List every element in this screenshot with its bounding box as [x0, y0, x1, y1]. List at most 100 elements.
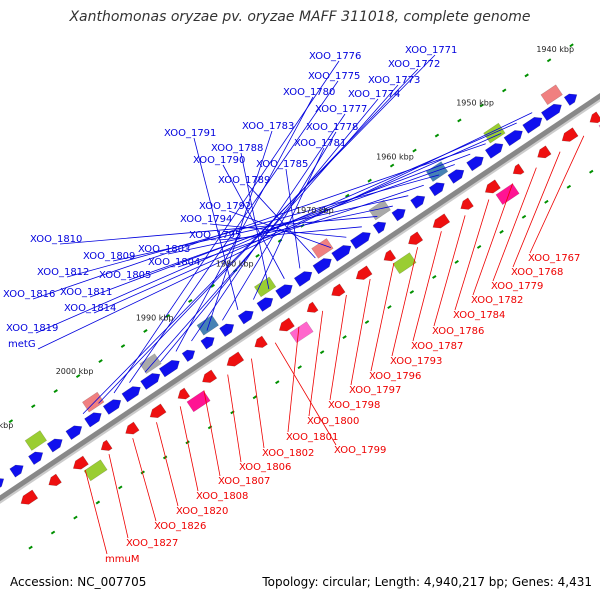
reverse-gene-arrow[interactable] — [406, 231, 424, 248]
reverse-gene-arrow[interactable] — [559, 127, 579, 145]
reverse-gene-label[interactable]: XOO_1784 — [453, 310, 505, 321]
forward-gene-label[interactable]: XOO_1794 — [180, 214, 232, 225]
reverse-gene-arrow[interactable] — [430, 213, 451, 232]
forward-gene-label[interactable]: XOO_1777 — [315, 104, 367, 115]
reverse-gene-arrow[interactable] — [70, 455, 89, 473]
forward-gene-label[interactable]: XOO_1792 — [199, 201, 251, 212]
forward-gene-arrow[interactable] — [293, 268, 315, 287]
reverse-gene-label[interactable]: XOO_1782 — [471, 295, 523, 306]
forward-feature-box[interactable] — [540, 84, 563, 106]
reverse-gene-arrow[interactable] — [353, 265, 373, 283]
reverse-gene-label[interactable]: XOO_1793 — [390, 356, 442, 367]
forward-gene-label[interactable]: XOO_1811 — [60, 287, 112, 298]
forward-gene-arrow[interactable] — [503, 127, 525, 147]
reverse-gene-arrow[interactable] — [458, 197, 474, 213]
forward-gene-arrow[interactable] — [410, 192, 428, 209]
reverse-gene-arrow[interactable] — [510, 163, 525, 178]
reverse-gene-arrow[interactable] — [276, 317, 295, 335]
forward-gene-label[interactable]: XOO_1789 — [218, 175, 270, 186]
forward-gene-arrow[interactable] — [102, 396, 124, 415]
forward-gene-arrow[interactable] — [466, 153, 487, 172]
reverse-gene-label[interactable]: XOO_1799 — [334, 445, 386, 456]
forward-gene-label[interactable]: XOO_1804 — [148, 257, 200, 268]
reverse-feature-box[interactable] — [289, 321, 314, 344]
forward-gene-label[interactable]: XOO_1803 — [138, 244, 190, 255]
forward-gene-arrow[interactable] — [256, 294, 276, 312]
reverse-gene-arrow[interactable] — [123, 421, 140, 438]
reverse-gene-label[interactable]: XOO_1801 — [286, 432, 338, 443]
forward-gene-label[interactable]: XOO_1776 — [309, 51, 361, 62]
reverse-gene-arrow[interactable] — [535, 145, 552, 162]
forward-gene-label[interactable]: XOO_1816 — [3, 289, 55, 300]
forward-gene-label[interactable]: XOO_1809 — [83, 251, 135, 262]
forward-gene-label[interactable]: XOO_1791 — [164, 128, 216, 139]
forward-gene-arrow[interactable] — [484, 140, 506, 159]
reverse-gene-label[interactable]: XOO_1800 — [307, 416, 359, 427]
forward-feature-box[interactable] — [253, 276, 277, 298]
forward-gene-arrow[interactable] — [0, 475, 7, 491]
forward-gene-arrow[interactable] — [391, 206, 408, 222]
forward-feature-box[interactable] — [368, 199, 391, 221]
forward-gene-arrow[interactable] — [563, 91, 580, 106]
reverse-gene-arrow[interactable] — [224, 351, 245, 370]
forward-gene-label[interactable]: XOO_1810 — [30, 234, 82, 245]
reverse-gene-label[interactable]: XOO_1806 — [239, 462, 291, 473]
forward-gene-label[interactable]: metG — [8, 339, 36, 350]
reverse-gene-arrow[interactable] — [147, 403, 167, 421]
forward-feature-box[interactable] — [24, 430, 48, 451]
reverse-gene-label[interactable]: XOO_1786 — [432, 326, 484, 337]
forward-gene-arrow[interactable] — [237, 307, 256, 325]
forward-gene-label[interactable]: XOO_1785 — [256, 159, 308, 170]
forward-gene-arrow[interactable] — [84, 409, 104, 428]
forward-gene-label[interactable]: XOO_1780 — [283, 87, 335, 98]
forward-gene-label[interactable]: XOO_1774 — [348, 89, 400, 100]
forward-gene-arrow[interactable] — [312, 255, 334, 275]
forward-gene-arrow[interactable] — [372, 219, 389, 234]
forward-feature-box[interactable] — [82, 391, 105, 413]
forward-gene-label[interactable]: XOO_1819 — [6, 323, 58, 334]
forward-gene-arrow[interactable] — [219, 320, 236, 337]
forward-gene-label[interactable]: XOO_1778 — [306, 122, 358, 133]
forward-feature-box[interactable] — [196, 314, 219, 336]
reverse-gene-arrow[interactable] — [200, 369, 218, 386]
reverse-gene-label[interactable]: XOO_1820 — [176, 506, 228, 517]
forward-feature-box[interactable] — [139, 353, 162, 375]
forward-feature-box[interactable] — [425, 161, 449, 182]
forward-gene-label[interactable]: XOO_1773 — [368, 75, 420, 86]
forward-gene-label[interactable]: XOO_1790 — [193, 155, 245, 166]
forward-gene-arrow[interactable] — [522, 114, 545, 134]
reverse-gene-label[interactable]: XOO_1827 — [126, 538, 178, 549]
forward-gene-label[interactable]: XOO_1812 — [37, 267, 89, 278]
reverse-gene-arrow[interactable] — [482, 179, 501, 197]
forward-gene-arrow[interactable] — [349, 229, 373, 250]
forward-gene-arrow[interactable] — [28, 449, 45, 466]
forward-gene-arrow[interactable] — [275, 281, 296, 300]
forward-gene-label[interactable]: XOO_1814 — [64, 303, 116, 314]
reverse-gene-label[interactable]: XOO_1797 — [349, 385, 401, 396]
reverse-gene-label[interactable]: mmuM — [105, 554, 139, 565]
reverse-gene-arrow[interactable] — [46, 473, 62, 489]
reverse-gene-arrow[interactable] — [304, 301, 319, 316]
forward-gene-arrow[interactable] — [428, 179, 447, 197]
forward-gene-label[interactable]: XOO_1772 — [388, 59, 440, 70]
reverse-gene-arrow[interactable] — [98, 439, 113, 454]
forward-gene-arrow[interactable] — [46, 435, 65, 453]
reverse-gene-arrow[interactable] — [329, 283, 346, 300]
forward-gene-arrow[interactable] — [540, 101, 564, 122]
forward-gene-label[interactable]: XOO_1775 — [308, 71, 360, 82]
reverse-gene-label[interactable]: XOO_1796 — [369, 371, 421, 382]
forward-gene-arrow[interactable] — [121, 383, 143, 403]
reverse-gene-arrow[interactable] — [587, 111, 600, 126]
forward-gene-arrow[interactable] — [447, 166, 467, 184]
forward-gene-arrow[interactable] — [65, 422, 85, 440]
reverse-gene-label[interactable]: XOO_1767 — [528, 253, 580, 264]
reverse-gene-label[interactable]: XOO_1787 — [411, 341, 463, 352]
forward-feature-box[interactable] — [311, 238, 334, 259]
reverse-feature-box[interactable] — [392, 252, 417, 275]
reverse-feature-box[interactable] — [495, 183, 520, 206]
reverse-gene-label[interactable]: XOO_1807 — [218, 476, 270, 487]
reverse-feature-box[interactable] — [186, 390, 211, 413]
forward-gene-arrow[interactable] — [331, 242, 354, 262]
reverse-gene-arrow[interactable] — [252, 335, 268, 351]
forward-gene-label[interactable]: XOO_1781 — [294, 138, 346, 149]
